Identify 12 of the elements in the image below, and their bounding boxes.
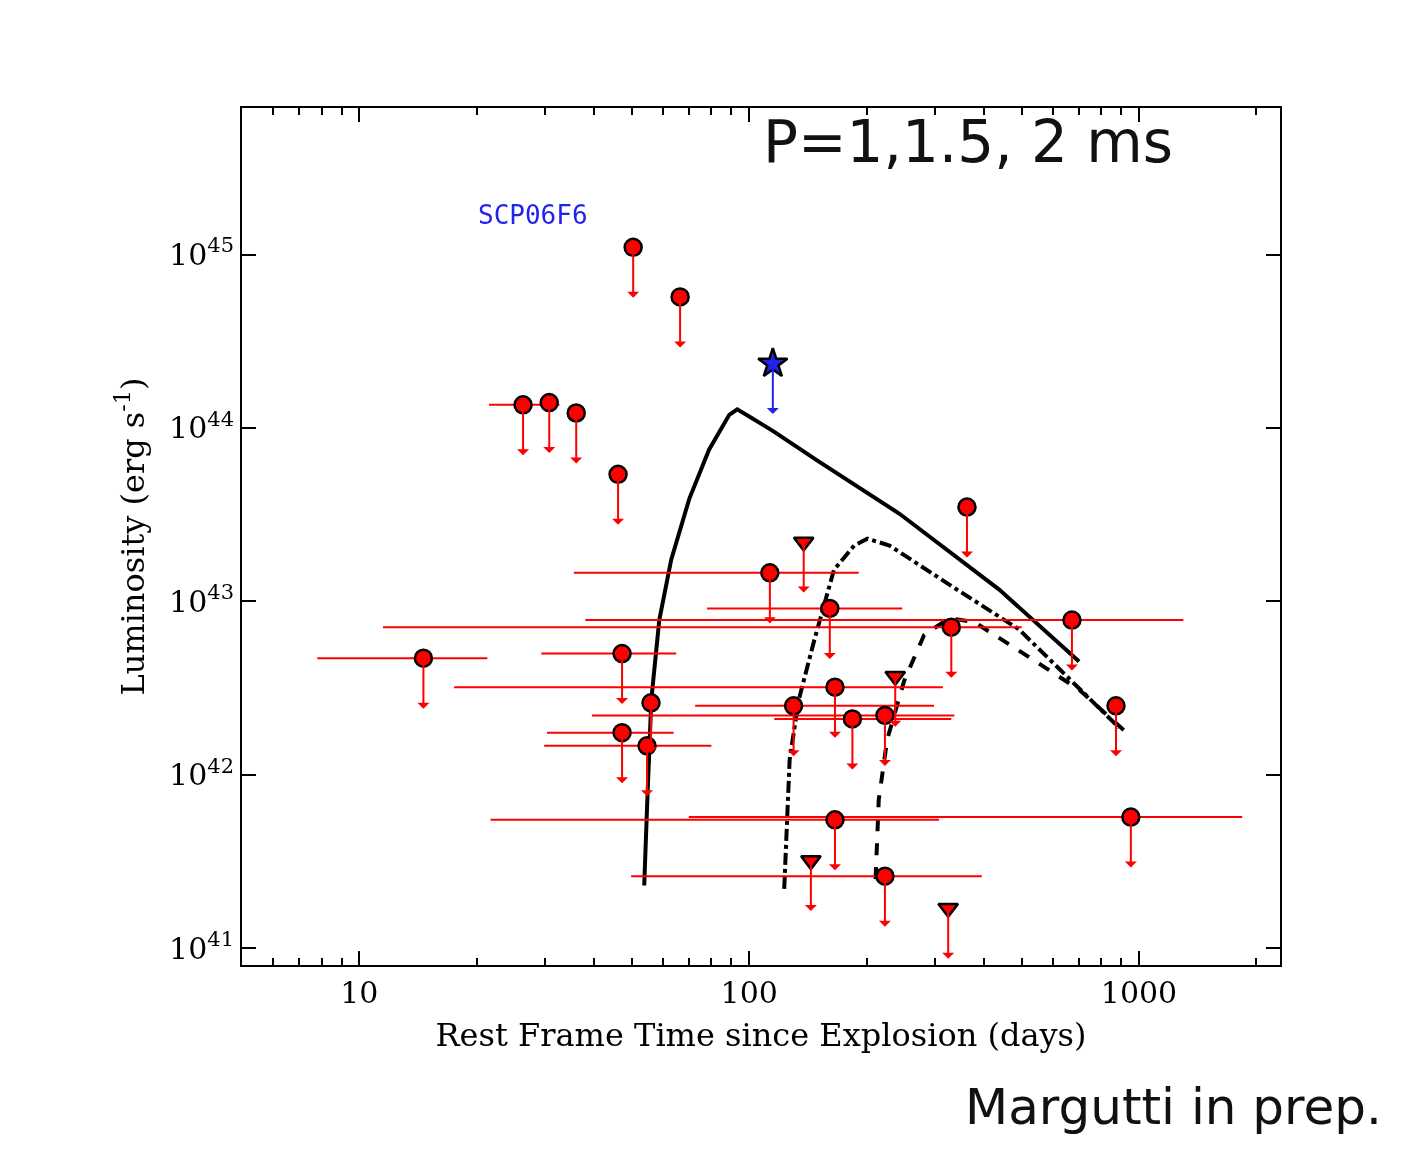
x-tick-label: 10 — [340, 975, 379, 1010]
y-tick-label: 10$^{42}$ — [169, 753, 234, 793]
annotation: SCP06F6 — [478, 200, 588, 230]
x-tick-label: 100 — [720, 975, 778, 1010]
annotation: P=1,1.5, 2 ms — [763, 108, 1174, 176]
y-tick-label: 10$^{45}$ — [169, 233, 234, 273]
text: Margutti in prep. — [965, 1078, 1382, 1136]
x-axis-title: Rest Frame Time since Explosion (days) — [435, 1016, 1087, 1055]
y-tick-label: 10$^{41}$ — [169, 927, 234, 966]
x-tick-label: 1000 — [1100, 975, 1178, 1010]
y-tick-label: 10$^{43}$ — [169, 580, 234, 619]
y-tick-label: 10$^{44}$ — [169, 406, 234, 446]
